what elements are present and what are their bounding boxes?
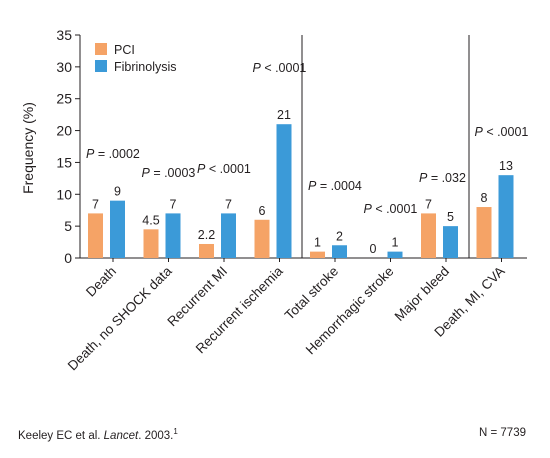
category-label: Major bleed (392, 264, 452, 324)
bar-pci (310, 251, 325, 258)
data-label: 7 (92, 197, 99, 211)
bar-pci (254, 219, 270, 258)
y-tick-label: 10 (56, 186, 72, 202)
p-value-label: P < .0001 (364, 202, 418, 216)
p-value-label: P < .0001 (253, 61, 307, 75)
bar-fibrinolysis (498, 175, 514, 258)
data-label: 2 (336, 229, 343, 243)
category-label: Death (83, 264, 119, 300)
bar-pci (143, 229, 159, 258)
bar-pci (199, 243, 214, 258)
data-label: 7 (170, 197, 177, 211)
y-tick-label: 35 (56, 27, 72, 43)
data-label: 1 (392, 236, 399, 250)
bar-pci (88, 213, 103, 258)
y-tick-label: 0 (64, 250, 72, 266)
citation: Keeley EC et al. Lancet. 2003.1 (18, 427, 178, 442)
p-value-label: P < .0001 (197, 162, 251, 176)
data-label: 9 (114, 185, 121, 199)
p-value-label: P = .0004 (308, 179, 362, 193)
y-tick-label: 20 (56, 123, 72, 139)
bar-fibrinolysis (332, 245, 347, 258)
legend-swatch-pci (95, 43, 107, 55)
data-label: 0 (370, 242, 377, 256)
legend-label-fibrinolysis: Fibrinolysis (114, 60, 177, 74)
data-label: 2.2 (198, 228, 215, 242)
data-label: 1 (314, 236, 321, 250)
citation-ref: 1 (173, 427, 178, 436)
legend-label-pci: PCI (114, 43, 135, 57)
y-axis-label: Frequency (%) (20, 102, 36, 194)
p-value-label: P < .0001 (475, 125, 529, 139)
p-value-label: P = .032 (419, 171, 466, 185)
bar-fibrinolysis (443, 226, 458, 258)
bar-pci (476, 207, 492, 258)
data-label: 6 (259, 204, 266, 218)
category-label: Total stroke (282, 264, 341, 323)
bar-pci (421, 213, 436, 258)
y-tick-label: 5 (64, 218, 72, 234)
citation-journal: Lancet (103, 429, 139, 442)
citation-year: . 2003. (138, 429, 174, 442)
p-value-label: P = .0003 (142, 166, 196, 180)
y-tick-label: 15 (56, 154, 72, 170)
p-value-label: P = .0002 (86, 147, 140, 161)
bar-fibrinolysis (221, 213, 236, 258)
legend: PCI Fibrinolysis (95, 43, 177, 74)
data-label: 7 (225, 197, 232, 211)
bar-fibrinolysis (276, 124, 292, 258)
data-label: 7 (425, 197, 432, 211)
y-tick-label: 25 (56, 91, 72, 107)
bar-fibrinolysis (165, 213, 181, 258)
y-tick-label: 30 (56, 59, 72, 75)
category-label: Death, no SHOCK data (65, 263, 175, 373)
bar-fibrinolysis (387, 251, 403, 258)
data-label: 5 (447, 210, 454, 224)
citation-authors: Keeley EC et al. (18, 429, 104, 442)
sample-size: N = 7739 (479, 427, 526, 439)
data-label: 8 (481, 191, 488, 205)
bar-fibrinolysis (110, 200, 125, 258)
data-label: 4.5 (142, 213, 159, 227)
legend-swatch-fibrinolysis (95, 60, 107, 72)
data-label: 13 (499, 159, 513, 173)
data-label: 21 (277, 108, 291, 122)
